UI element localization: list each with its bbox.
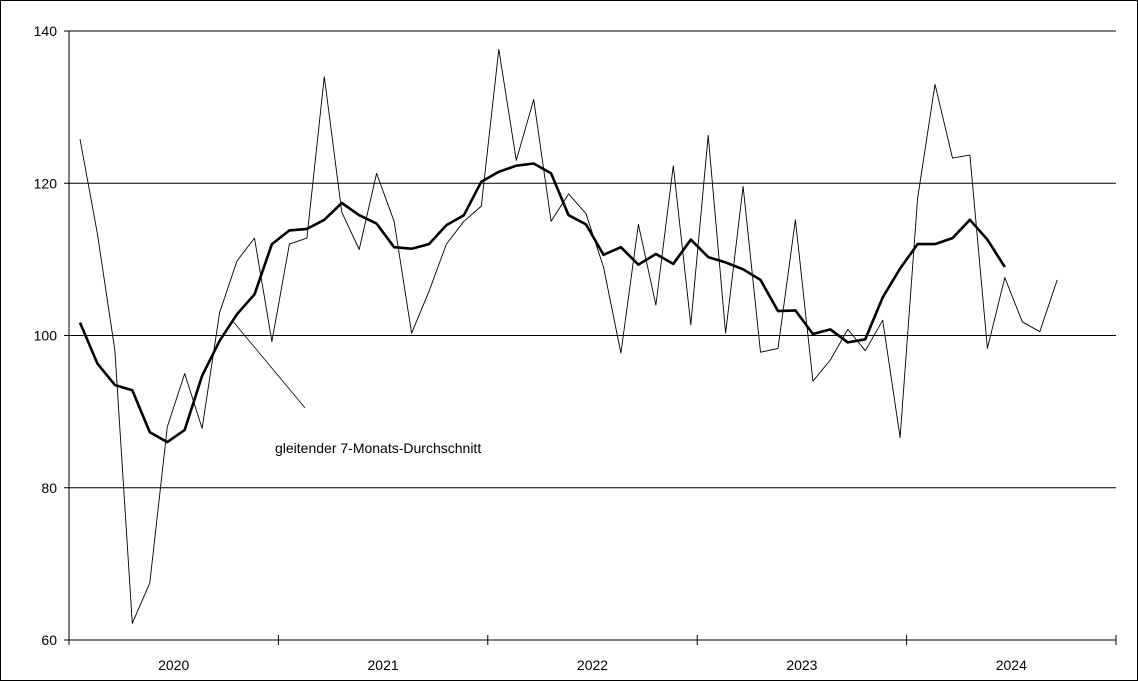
moving-average-line [78,162,1006,444]
x-tick-label: 2023 [786,657,817,673]
y-tick-label: 140 [34,23,58,39]
y-tick-label: 80 [41,480,57,496]
y-tick-label: 120 [34,175,58,191]
gridlines [64,30,1116,641]
x-tick-labels: 2020 2021 2022 2023 2024 [158,657,1027,673]
x-tick-label: 2024 [996,657,1027,673]
series [78,48,1058,624]
annotation-label: gleitender 7-Monats-Durchschnitt [275,440,481,456]
axes [68,31,1117,645]
y-tick-labels: 60 80 100 120 140 [34,23,58,648]
y-tick-label: 100 [34,328,58,344]
annotation: gleitender 7-Monats-Durchschnitt [231,320,481,456]
x-tick-label: 2020 [158,657,189,673]
annotation-pointer [231,320,306,409]
x-tick-label: 2021 [368,657,399,673]
monthly-values-line [79,48,1058,624]
y-tick-label: 60 [41,632,57,648]
x-tick-label: 2022 [577,657,608,673]
